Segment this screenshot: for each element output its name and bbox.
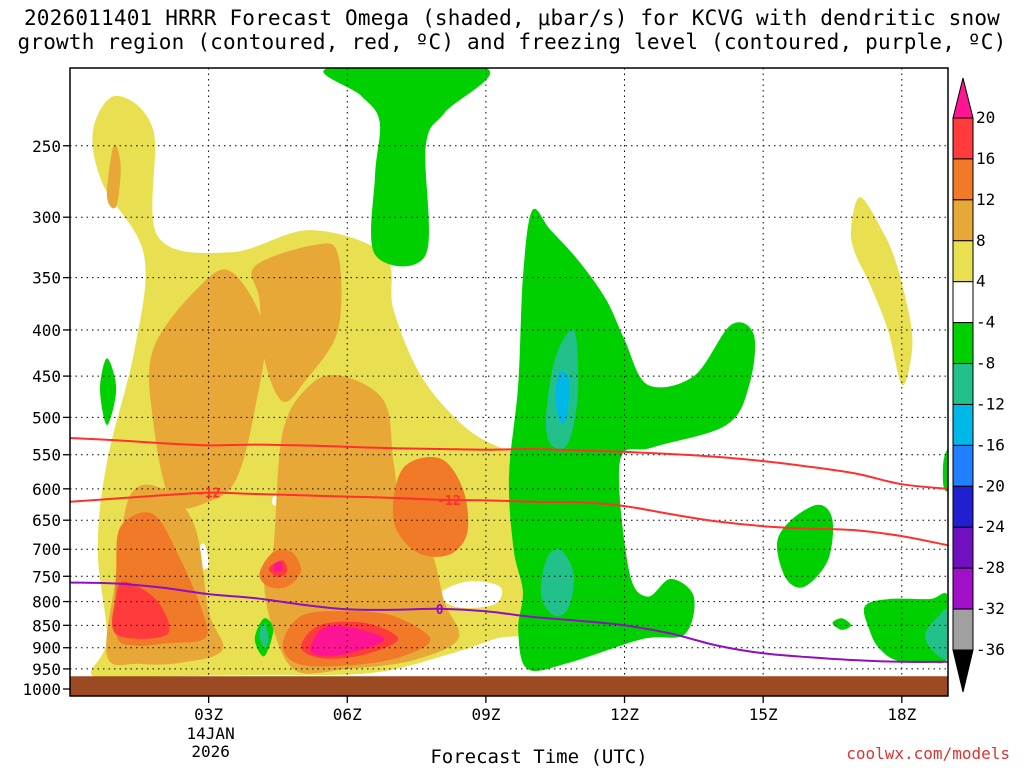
colorbar-segment-12: [952, 608, 974, 651]
colorbar: 20 16 12 8 4 -4 -8 -12 -16 -20 -24 -28 -32 -36: [952, 77, 1005, 693]
omega-region-29: [259, 622, 269, 648]
colorbar-label-5: -4: [976, 313, 995, 332]
date-label-0: 14JAN: [187, 724, 235, 743]
omega-shading: [90, 68, 948, 680]
colorbar-segment-4: [952, 281, 974, 324]
ytick-label-300: 300: [32, 208, 61, 227]
series-line-1: [70, 437, 948, 490]
colorbar-segment-6: [952, 363, 974, 405]
xtick-label-12Z: 12Z: [610, 705, 639, 724]
omega-region-13: [112, 581, 170, 639]
ground-layer: [70, 676, 948, 696]
ground-fill: [70, 676, 948, 696]
xaxis-title: Forecast Time (UTC): [430, 746, 647, 768]
omega-region-22: [942, 450, 948, 492]
colorbar-label-11: -28: [976, 558, 1005, 577]
gridlines: [70, 68, 948, 677]
ytick-label-250: 250: [32, 137, 61, 156]
omega-region-19: [508, 208, 756, 671]
credit-text: coolwx.com/models: [846, 744, 1010, 763]
colorbar-segment-8: [952, 444, 974, 487]
contour-lines: -12 -12 0: [70, 437, 948, 663]
ytick-label-450: 450: [32, 367, 61, 386]
xtick-label-15Z: 15Z: [749, 705, 778, 724]
ytick-label-400: 400: [32, 321, 61, 340]
series-line-0: [70, 491, 948, 547]
ytick-label-700: 700: [32, 540, 61, 559]
omega-region-27: [540, 548, 575, 617]
xtick-label-06Z: 06Z: [333, 705, 362, 724]
colorbar-label-13: -36: [976, 640, 1005, 659]
omega-region-5: [148, 269, 266, 509]
series-label-0-1: -12: [437, 494, 460, 509]
omega-region-28: [924, 608, 948, 660]
ytick-label-850: 850: [32, 616, 61, 635]
ytick-label-600: 600: [32, 480, 61, 499]
colorbar-segment-2: [952, 199, 974, 242]
omega-region-8: [106, 144, 121, 209]
colorbar-segment-0: [952, 117, 974, 160]
colorbar-segment-5: [952, 322, 974, 365]
series-line-2: [70, 581, 948, 663]
ytick-label-750: 750: [32, 567, 61, 586]
ytick-label-1000: 1000: [22, 680, 61, 699]
omega-region-31: [850, 197, 913, 386]
xtick-label-18Z: 18Z: [887, 705, 916, 724]
omega-region-23: [832, 618, 851, 630]
series-label-2-0: 0: [436, 603, 444, 618]
ytick-label-650: 650: [32, 511, 61, 530]
date-label-1: 2026: [191, 742, 230, 761]
colorbar-segment-10: [952, 526, 974, 569]
colorbar-bottom-arrow: [952, 649, 974, 693]
ytick-label-550: 550: [32, 446, 61, 465]
colorbar-label-9: -20: [976, 476, 1005, 495]
colorbar-label-7: -12: [976, 394, 1005, 413]
ytick-label-800: 800: [32, 593, 61, 612]
omega-region-17: [273, 561, 283, 573]
omega-region-6: [251, 243, 342, 403]
omega-region-21: [863, 592, 948, 664]
colorbar-segment-11: [952, 567, 974, 610]
colorbar-label-3: 8: [976, 231, 986, 250]
omega-region-30: [555, 370, 570, 424]
colorbar-segment-3: [952, 240, 974, 283]
omega-region-10: [392, 457, 469, 557]
ytick-label-500: 500: [32, 408, 61, 427]
colorbar-segment-7: [952, 403, 974, 446]
ytick-label-350: 350: [32, 269, 61, 288]
series-label-0-0: -12: [197, 487, 220, 502]
axes: 250 300 350 400 450 500 550 600 650 700 750 800 850 9…: [22, 137, 916, 768]
colorbar-label-0: 20: [976, 108, 995, 127]
colorbar-label-10: -24: [976, 517, 1005, 536]
colorbar-label-4: 4: [976, 272, 986, 291]
omega-region-18: [323, 68, 490, 267]
chart-title: 2026011401 HRRR Forecast Omega (shaded, …: [17, 6, 1007, 54]
colorbar-label-8: -16: [976, 435, 1005, 454]
colorbar-label-6: -8: [976, 354, 995, 373]
ytick-label-900: 900: [32, 639, 61, 658]
omega-region-24: [100, 358, 117, 426]
colorbar-segment-1: [952, 158, 974, 201]
omega-region-7: [264, 374, 460, 674]
colorbar-segment-9: [952, 485, 974, 528]
xtick-label-03Z: 03Z: [194, 705, 223, 724]
plot-frame: [69, 67, 949, 697]
xtick-label-09Z: 09Z: [471, 705, 500, 724]
colorbar-label-12: -32: [976, 599, 1005, 618]
ytick-label-950: 950: [32, 660, 61, 679]
colorbar-label-1: 16: [976, 149, 995, 168]
colorbar-label-2: 12: [976, 190, 995, 209]
omega-region-20: [776, 504, 834, 588]
colorbar-top-arrow: [952, 77, 974, 119]
